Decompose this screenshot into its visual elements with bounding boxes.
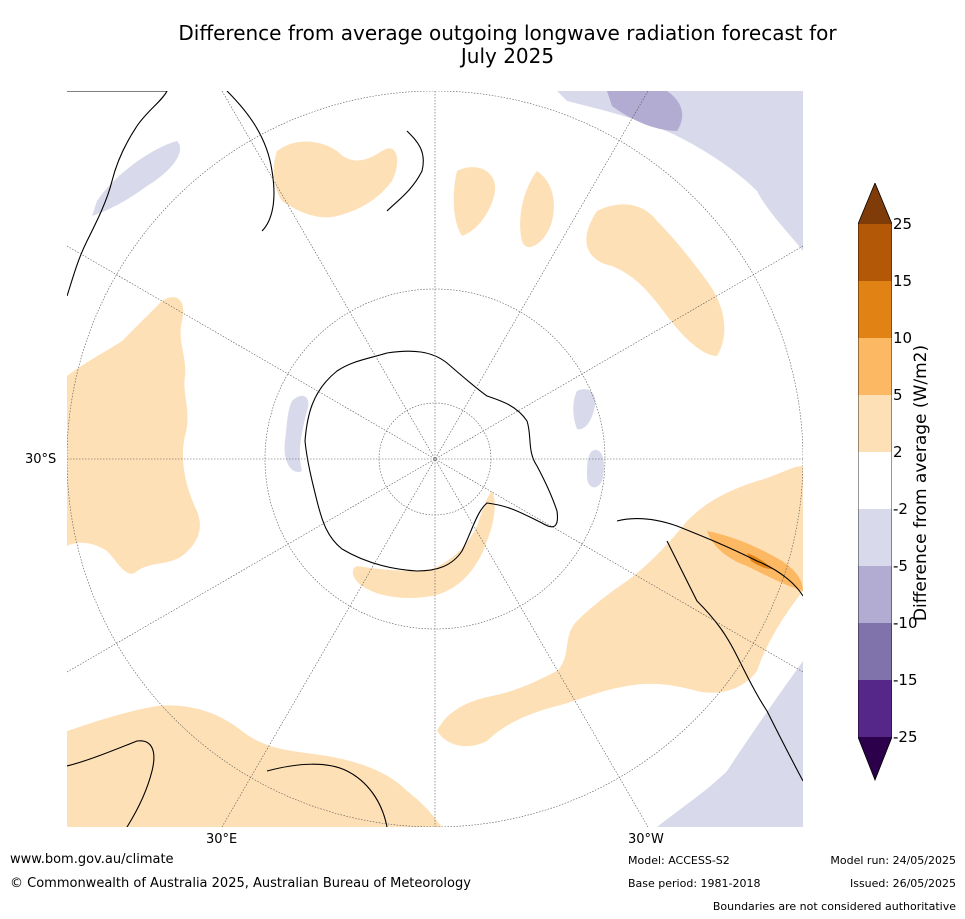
colorbar-swatches bbox=[858, 183, 892, 782]
colorbar-tick-neg25: -25 bbox=[893, 728, 918, 746]
southern-africa-coast bbox=[266, 763, 388, 827]
colorbar-tick-neg2: -2 bbox=[893, 500, 908, 518]
colorbar-swatch-2-5 bbox=[858, 395, 892, 452]
title-line-2: July 2025 bbox=[460, 44, 555, 68]
anomaly-neg-10-pacific bbox=[607, 91, 683, 131]
anomaly-neg-antarctic-e bbox=[573, 389, 596, 430]
anomaly-pos-pacific-n bbox=[453, 167, 496, 236]
colorbar: 25 15 10 5 2 -2 -5 -10 -15 -25 bbox=[858, 183, 965, 783]
south-america-coast bbox=[616, 517, 803, 782]
antarctica-coast bbox=[304, 350, 559, 572]
footer-website: www.bom.gov.au/climate bbox=[10, 852, 174, 867]
anomaly-neg-antarctic-e2 bbox=[587, 450, 604, 488]
graticule-meridians bbox=[67, 91, 803, 827]
new-zealand-coast bbox=[226, 91, 424, 232]
anomaly-pos-nz bbox=[273, 141, 398, 218]
colorbar-tick-neg5: -5 bbox=[893, 557, 908, 575]
colorbar-tick-10: 10 bbox=[893, 329, 913, 347]
colorbar-swatch-neg10-neg15 bbox=[858, 623, 892, 680]
anomaly-pos-antarctic-ring bbox=[352, 491, 495, 598]
footer-model: Model: ACCESS-S2 bbox=[628, 854, 730, 867]
colorbar-tick-15: 15 bbox=[893, 272, 913, 290]
colorbar-swatch-10-15 bbox=[858, 281, 892, 338]
colorbar-tick-2: 2 bbox=[893, 443, 903, 461]
colorbar-tick-neg15: -15 bbox=[893, 671, 918, 689]
anomaly-neg-pacific bbox=[557, 91, 803, 251]
footer-disclaimer: Boundaries are not considered authoritat… bbox=[712, 900, 956, 913]
africa-coast bbox=[67, 740, 155, 827]
anomaly-neg-indian bbox=[92, 141, 181, 216]
australia-coast bbox=[67, 91, 168, 297]
anomaly-pos-southwest bbox=[67, 705, 442, 827]
anomaly-neg-antarctic-w bbox=[284, 395, 309, 472]
colorbar-min-triangle bbox=[858, 737, 892, 780]
map-title: Difference from average outgoing longwav… bbox=[120, 22, 895, 68]
lat-label-30s: 30°S bbox=[25, 452, 57, 467]
title-line-1: Difference from average outgoing longwav… bbox=[178, 21, 837, 45]
footer-copyright: © Commonwealth of Australia 2025, Austra… bbox=[10, 876, 471, 891]
colorbar-swatch-neg15-neg25 bbox=[858, 680, 892, 737]
footer-issued: Issued: 26/05/2025 bbox=[849, 877, 956, 890]
colorbar-title: Difference from average (W/m2) bbox=[911, 344, 931, 622]
footer-base-period: Base period: 1981-2018 bbox=[628, 877, 761, 890]
lon-label-30e: 30°E bbox=[206, 832, 238, 847]
colorbar-swatch-neg5-neg10 bbox=[858, 566, 892, 623]
anomaly-pos-pacific-e bbox=[586, 204, 725, 356]
colorbar-swatch-15-25 bbox=[858, 224, 892, 281]
colorbar-tick-neg10: -10 bbox=[893, 614, 918, 632]
polar-map bbox=[67, 91, 803, 827]
map-canvas bbox=[67, 91, 803, 827]
footer-model-run: Model run: 24/05/2025 bbox=[830, 854, 956, 867]
colorbar-max-triangle bbox=[858, 183, 892, 224]
colorbar-swatch-5-10 bbox=[858, 338, 892, 395]
anomaly-pos-west bbox=[67, 297, 200, 574]
anomaly-pos-pacific-ne bbox=[520, 171, 554, 248]
lon-label-30w: 30°W bbox=[628, 832, 664, 847]
colorbar-tick-25: 25 bbox=[893, 215, 913, 233]
anomaly-neg-lower-right bbox=[657, 661, 803, 827]
colorbar-swatch-neutral bbox=[858, 452, 892, 509]
colorbar-tick-5: 5 bbox=[893, 386, 903, 404]
colorbar-swatch-neg2-neg5 bbox=[858, 509, 892, 566]
